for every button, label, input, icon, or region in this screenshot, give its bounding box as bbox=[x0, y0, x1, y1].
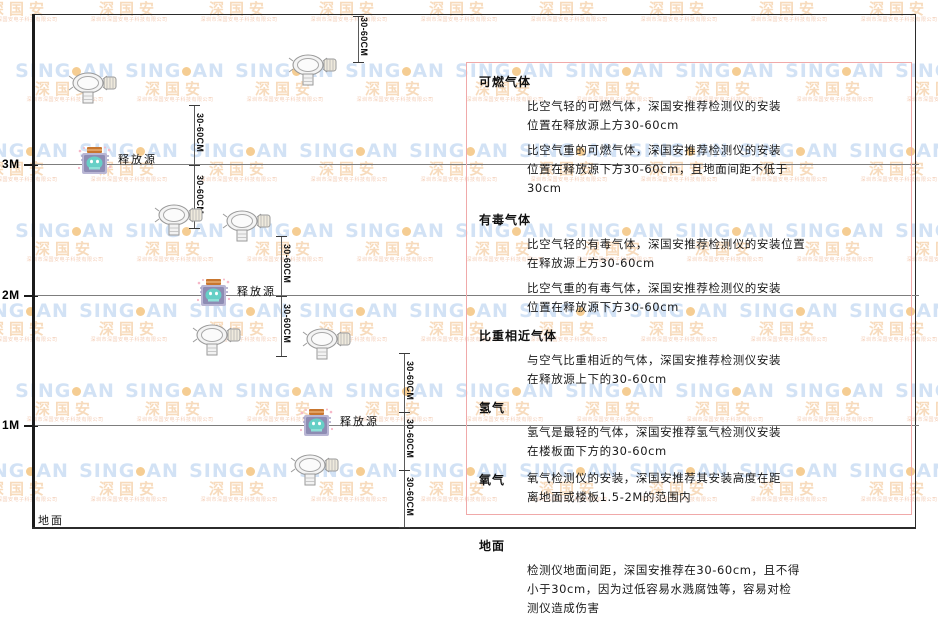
dimension-arrow-cap bbox=[399, 353, 410, 354]
release-source-icon bbox=[196, 278, 231, 308]
dimension-arrow-cap bbox=[399, 470, 410, 471]
dimension-label: 30-60CM bbox=[195, 113, 205, 153]
panel-text-line: 小于30cm，因为过低容易水溅腐蚀等，容易对检 bbox=[527, 582, 792, 596]
dimension-label: 30-60CM bbox=[359, 17, 369, 57]
gas-detector-icon bbox=[152, 198, 208, 238]
panel-section-body: 比空气轻的有毒气体，深国安推荐检测仪的安装位置 在释放源上方30-60cm bbox=[527, 235, 903, 273]
panel-text-line: 氢气是最轻的气体，深国安推荐氢气检测仪安装 bbox=[527, 425, 782, 439]
height-line-3m bbox=[35, 164, 919, 165]
dimension-line bbox=[358, 16, 359, 62]
panel-text-line: 在释放源上方30-60cm bbox=[527, 256, 655, 270]
panel-text-line: 比空气重的可燃气体，深国安推荐检测仪的安装 bbox=[527, 143, 782, 157]
panel-text-line: 与空气比重相近的气体，深国安推荐检测仪安装 bbox=[527, 353, 782, 367]
height-line-1m bbox=[35, 425, 919, 426]
dimension-arrow-cap bbox=[276, 236, 287, 237]
panel-section-body: 检测仪地面间距，深国安推荐在30-60cm，且不得 小于30cm，因为过低容易水溅… bbox=[527, 561, 903, 618]
release-source-label: 释放源 bbox=[237, 285, 276, 298]
gas-detector-icon bbox=[288, 448, 344, 488]
dimension-label: 30-60CM bbox=[405, 476, 415, 516]
release-source-icon bbox=[299, 408, 334, 438]
panel-text-line: 位置在释放源下方30-60cm，且地面间距不低于 bbox=[527, 162, 788, 176]
panel-section-body: 比空气重的可燃气体，深国安推荐检测仪的安装 位置在释放源下方30-60cm，且地面… bbox=[527, 141, 903, 198]
panel-text-line: 比空气重的有毒气体，深国安推荐检测仪的安装 bbox=[527, 281, 782, 295]
gas-detector-icon bbox=[286, 48, 342, 88]
dimension-arrow-cap bbox=[189, 228, 200, 229]
gas-detector-icon bbox=[220, 204, 276, 244]
panel-text-line: 氧气检测仪的安装，深国安推荐其安装高度在距 bbox=[527, 471, 782, 485]
dimension-arrow-cap bbox=[353, 62, 364, 63]
panel-section-body: 比空气重的有毒气体，深国安推荐检测仪的安装 位置在释放源下方30-60cm bbox=[527, 279, 903, 317]
ground-label: 地面 bbox=[38, 514, 64, 527]
dimension-label: 30-60CM bbox=[405, 419, 415, 459]
axis-label-1m: 1M bbox=[2, 418, 20, 432]
panel-section-heading: 氧气 bbox=[479, 473, 506, 487]
panel-text-line: 在楼板面下方的30-60cm bbox=[527, 444, 667, 458]
gas-detector-icon bbox=[300, 322, 356, 362]
panel-text-line: 检测仪地面间距，深国安推荐在30-60cm，且不得 bbox=[527, 563, 800, 577]
release-source-icon bbox=[77, 146, 112, 176]
panel-section-heading: 有毒气体 bbox=[479, 213, 532, 227]
dimension-label: 30-60CM bbox=[282, 304, 292, 344]
dimension-arrow-cap bbox=[399, 527, 410, 528]
panel-text-line: 比空气轻的有毒气体，深国安推荐检测仪的安装位置 bbox=[527, 237, 806, 251]
dimension-label: 30-60CM bbox=[405, 360, 415, 400]
release-source-label: 释放源 bbox=[340, 415, 379, 428]
dimension-arrow-cap bbox=[276, 296, 287, 297]
dimension-arrow-cap bbox=[189, 105, 200, 106]
panel-text-line: 位置在释放源下方30-60cm bbox=[527, 300, 679, 314]
panel-text-line: 比空气轻的可燃气体，深国安推荐检测仪的安装 bbox=[527, 99, 782, 113]
height-axis bbox=[32, 14, 35, 528]
top-border bbox=[32, 14, 916, 15]
panel-section-body: 与空气比重相近的气体，深国安推荐检测仪安装 在释放源上下的30-60cm bbox=[527, 351, 903, 389]
right-border bbox=[915, 14, 916, 528]
gas-detector-icon bbox=[66, 66, 122, 106]
dimension-arrow-cap bbox=[276, 356, 287, 357]
panel-text-line: 测仪造成伤害 bbox=[527, 601, 600, 615]
dimension-line bbox=[404, 412, 405, 470]
dimension-label: 30-60CM bbox=[282, 244, 292, 284]
gas-detector-icon bbox=[190, 318, 246, 358]
diagram-frame: 3M 2M 1M 30-60CM 30-60CM 30-60CM 30-60CM 30-60… bbox=[2, 14, 919, 529]
dimension-line bbox=[404, 353, 405, 412]
panel-section-body: 氧气检测仪的安装，深国安推荐其安装高度在距 离地面或楼板1.5-2M的范围内 bbox=[527, 469, 903, 507]
guidance-panel: 可燃气体比空气轻的可燃气体，深国安推荐检测仪的安装 位置在释放源上方30-60cm… bbox=[466, 62, 912, 615]
axis-label-3m: 3M bbox=[2, 157, 20, 171]
panel-text-line: 在释放源上下的30-60cm bbox=[527, 372, 667, 386]
dimension-line bbox=[404, 470, 405, 527]
dimension-arrow-cap bbox=[399, 412, 410, 413]
dimension-line bbox=[281, 296, 282, 356]
panel-text-line: 位置在释放源上方30-60cm bbox=[527, 118, 679, 132]
panel-text-line: 离地面或楼板1.5-2M的范围内 bbox=[527, 490, 692, 504]
dimension-arrow-cap bbox=[189, 165, 200, 166]
panel-section-heading: 可燃气体 bbox=[479, 75, 532, 89]
panel-section-heading: 比重相近气体 bbox=[479, 329, 558, 343]
release-source-label: 释放源 bbox=[118, 153, 157, 166]
panel-section-body: 比空气轻的可燃气体，深国安推荐检测仪的安装 位置在释放源上方30-60cm bbox=[527, 97, 903, 135]
dimension-line bbox=[194, 165, 195, 228]
axis-tick bbox=[24, 425, 38, 427]
axis-label-2m: 2M bbox=[2, 288, 20, 302]
height-line-2m bbox=[35, 295, 919, 296]
dimension-line bbox=[194, 105, 195, 165]
axis-tick bbox=[24, 295, 38, 297]
panel-section-body: 氢气是最轻的气体，深国安推荐氢气检测仪安装 在楼板面下方的30-60cm bbox=[527, 423, 903, 461]
dimension-arrow-cap bbox=[353, 16, 364, 17]
dimension-line bbox=[281, 236, 282, 296]
panel-section-heading: 地面 bbox=[479, 539, 506, 553]
axis-tick bbox=[24, 164, 38, 166]
panel-text-line: 30cm bbox=[527, 181, 562, 195]
ground-line bbox=[32, 527, 916, 529]
panel-section-heading: 氢气 bbox=[479, 401, 506, 415]
